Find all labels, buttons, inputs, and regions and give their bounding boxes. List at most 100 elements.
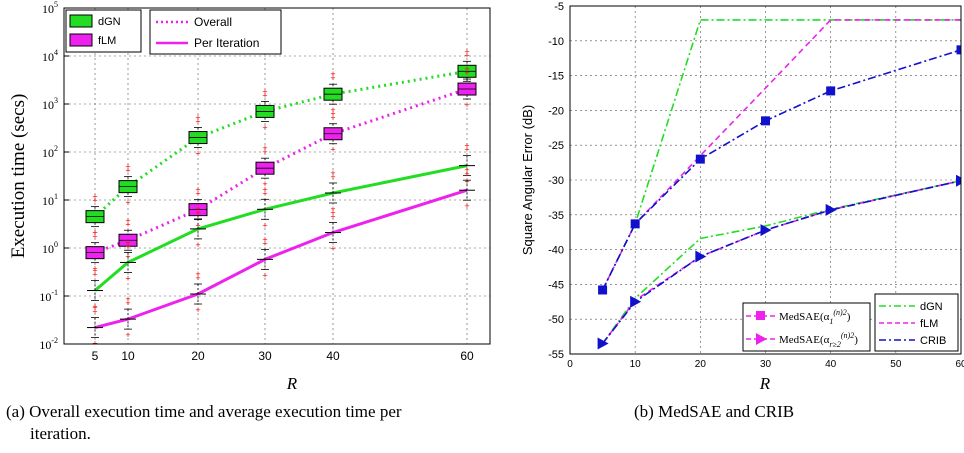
legend-label-alpha1: MedSAE(α1(n)2) <box>779 308 851 326</box>
series-line <box>94 87 468 255</box>
square-marker <box>826 86 836 96</box>
outlier-mark: + <box>464 145 469 155</box>
caption-b: (b) MedSAE and CRIB <box>634 402 795 421</box>
outlier-mark: + <box>195 221 200 231</box>
series-line <box>601 49 961 291</box>
outlier-mark: + <box>464 165 469 175</box>
x-tick-label: 5 <box>92 349 99 363</box>
outlier-mark: + <box>195 240 200 250</box>
legend-box-swatch-flm <box>69 33 93 47</box>
x-tick-label: 20 <box>695 359 707 370</box>
outlier-mark: + <box>330 113 335 123</box>
outlier-mark: + <box>92 196 97 206</box>
outlier-mark: + <box>464 141 469 151</box>
y-tick-label: 103 <box>42 96 58 112</box>
left-series: ++++++++++++++++++++++++++++++++++++++++… <box>85 46 477 349</box>
outlier-mark: + <box>330 208 335 218</box>
outlier-mark: + <box>330 172 335 182</box>
outlier-mark: + <box>92 264 97 274</box>
right-x-ticks: 0 10 20 30 40 50 60 <box>567 359 964 370</box>
left-x-ticks: 5 10 20 30 40 60 <box>92 349 474 363</box>
left-x-axis-label: R <box>286 374 298 393</box>
outlier-mark: + <box>464 50 469 60</box>
outlier-mark: + <box>92 266 97 276</box>
outlier-mark: + <box>464 201 469 211</box>
outlier-mark: + <box>125 273 130 283</box>
legend-box-swatch-dgn <box>69 14 93 28</box>
outlier-mark: + <box>195 189 200 199</box>
outlier-mark: + <box>330 168 335 178</box>
series-line <box>601 19 961 291</box>
x-tick-label: 30 <box>258 349 272 363</box>
outlier-mark: + <box>195 149 200 159</box>
outlier-mark: + <box>92 339 97 349</box>
outlier-mark: + <box>262 179 267 189</box>
triangle-marker <box>760 224 772 237</box>
triangle-marker <box>630 295 642 308</box>
x-tick-label: 40 <box>825 359 837 370</box>
caption-a-line1: (a) Overall execution time and average e… <box>6 402 402 421</box>
outlier-mark: + <box>92 228 97 238</box>
outlier-mark: + <box>125 241 130 251</box>
right-chart: -5 -10 -15 -20 -25 -30 -35 -40 -45 -50 -55 0 10 20 30… <box>520 1 964 393</box>
outlier-mark: + <box>92 232 97 242</box>
legend-label-flm: fLM <box>920 318 938 330</box>
outlier-mark: + <box>92 303 97 313</box>
series-line <box>94 188 468 330</box>
outlier-mark: + <box>125 162 130 172</box>
left-y-ticks: 10-2 10-1 100 101 102 103 104 105 <box>39 0 58 352</box>
legend-box-label-flm: fLM <box>98 35 116 47</box>
outlier-mark: + <box>262 147 267 157</box>
outlier-mark: + <box>125 251 130 261</box>
outlier-mark: + <box>92 270 97 280</box>
legend-label-per-iteration: Per Iteration <box>194 36 259 50</box>
outlier-mark: + <box>464 169 469 179</box>
square-marker <box>598 285 608 295</box>
outlier-mark: + <box>195 273 200 283</box>
y-tick-label: -10 <box>548 36 564 48</box>
outlier-mark: + <box>262 188 267 198</box>
series-line <box>601 19 961 291</box>
y-tick-label: -25 <box>548 140 564 152</box>
outlier-mark: + <box>125 237 130 247</box>
outlier-mark: + <box>92 228 97 238</box>
y-tick-label: -30 <box>548 175 564 187</box>
outlier-mark: + <box>92 192 97 202</box>
y-tick-label: -50 <box>548 314 564 326</box>
right-y-axis-label: Square Angular Error (dB) <box>520 105 535 255</box>
outlier-mark: + <box>464 46 469 56</box>
left-plot-frame <box>63 7 491 345</box>
right-x-axis-label: R <box>759 374 771 393</box>
outlier-mark: + <box>195 117 200 127</box>
outlier-mark: + <box>262 270 267 280</box>
x-tick-label: 0 <box>567 359 573 370</box>
legend-marker-square <box>756 311 765 320</box>
triangle-marker <box>825 203 837 216</box>
x-tick-label: 60 <box>460 349 474 363</box>
legend-label-crib: CRIB <box>920 335 946 347</box>
outlier-mark: + <box>195 185 200 195</box>
outlier-mark: + <box>464 68 469 78</box>
outlier-mark: + <box>195 208 200 218</box>
legend-label-overall: Overall <box>194 15 232 29</box>
outlier-mark: + <box>125 166 130 176</box>
outlier-mark: + <box>330 212 335 222</box>
outlier-mark: + <box>195 269 200 279</box>
outlier-mark: + <box>195 113 200 123</box>
outlier-mark: + <box>330 69 335 79</box>
left-legend-boxes: dGN fLM <box>65 9 142 53</box>
outlier-mark: + <box>330 204 335 214</box>
outlier-mark: + <box>195 204 200 214</box>
outlier-mark: + <box>125 198 130 208</box>
x-tick-label: 40 <box>326 349 340 363</box>
y-tick-label: -55 <box>548 349 564 361</box>
outlier-mark: + <box>125 219 130 229</box>
square-marker <box>956 45 961 55</box>
y-tick-label: 100 <box>42 240 58 256</box>
outlier-mark: + <box>195 305 200 315</box>
outlier-mark: + <box>262 90 267 100</box>
left-chart: 10-2 10-1 100 101 102 103 104 105 5 10 20 30 40 60 +… <box>8 0 491 393</box>
outlier-mark: + <box>125 294 130 304</box>
series-line <box>601 179 961 345</box>
legend-box-label-dgn: dGN <box>98 16 121 28</box>
